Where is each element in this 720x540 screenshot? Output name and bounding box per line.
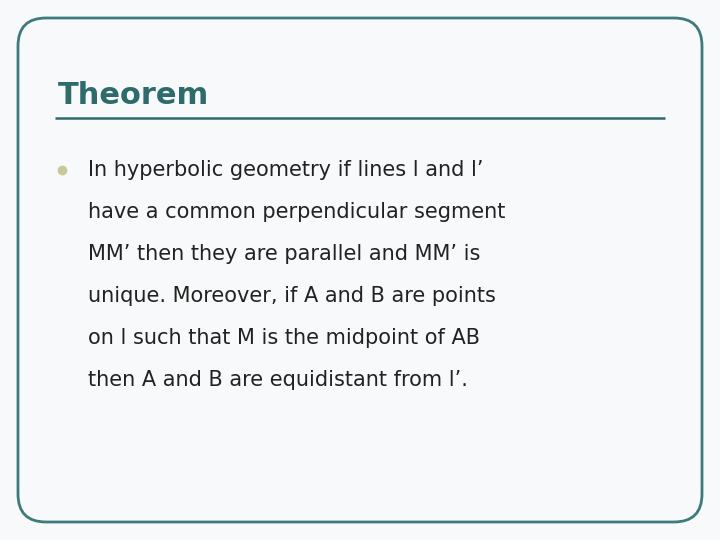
Text: MM’ then they are parallel and MM’ is: MM’ then they are parallel and MM’ is xyxy=(88,244,480,264)
Text: Theorem: Theorem xyxy=(58,81,210,110)
FancyBboxPatch shape xyxy=(18,18,702,522)
Text: then A and B are equidistant from l’.: then A and B are equidistant from l’. xyxy=(88,370,468,390)
Text: have a common perpendicular segment: have a common perpendicular segment xyxy=(88,202,505,222)
Text: In hyperbolic geometry if lines l and l’: In hyperbolic geometry if lines l and l’ xyxy=(88,160,484,180)
Text: unique. Moreover, if A and B are points: unique. Moreover, if A and B are points xyxy=(88,286,496,306)
Text: on l such that M is the midpoint of AB: on l such that M is the midpoint of AB xyxy=(88,328,480,348)
